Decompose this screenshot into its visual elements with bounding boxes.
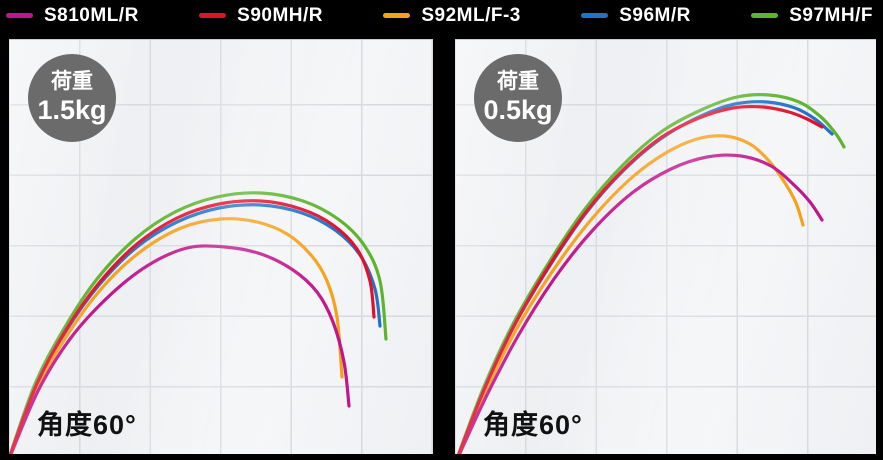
curve-s92ml-f-3 [457, 134, 805, 454]
legend-item-label: S810ML/R [44, 4, 139, 26]
curve-s97mh-f [456, 93, 846, 454]
bend-curves-chart [456, 93, 846, 454]
bend-curve-panel-0-5kg: 荷重 0.5kg 角度60° [455, 39, 876, 454]
load-badge-title: 荷重 [497, 69, 539, 93]
load-badge-value: 1.5kg [37, 95, 107, 126]
curve-s97mh-f [9, 191, 388, 454]
angle-annotation: 角度60° [483, 410, 583, 440]
curve-s96m-r [457, 100, 834, 454]
bend-curve-panel-1-5kg: 荷重 1.5kg 角度60° [9, 39, 433, 454]
chart-panels: 荷重 1.5kg 角度60° 荷重 0.5kg 角度60° [0, 39, 883, 454]
series-color-dash [581, 13, 609, 18]
angle-annotation: 角度60° [37, 410, 137, 440]
curve-s92ml-f-3 [9, 217, 344, 454]
curve-s810ml-r [457, 153, 824, 454]
series-color-dash [751, 13, 779, 18]
curve-s90mh-r [9, 199, 376, 454]
legend-item: S96M/R [581, 5, 691, 27]
bend-curves-chart [9, 191, 388, 454]
series-color-dash [6, 13, 33, 18]
load-badge-value: 0.5kg [483, 95, 553, 126]
load-badge: 荷重 1.5kg [28, 54, 116, 142]
legend-item-label: S96M/R [619, 4, 691, 26]
legend-item: S90MH/R [199, 5, 323, 27]
legend-item: S97MH/F [751, 5, 873, 27]
load-badge: 荷重 0.5kg [474, 54, 562, 142]
legend-item-label: S92ML/F-3 [421, 4, 521, 26]
legend-bar: S810ML/R S90MH/R S92ML/F-3 S96M/R S97MH/… [0, 0, 883, 31]
legend-item-label: S97MH/F [789, 4, 873, 26]
load-badge-title: 荷重 [51, 69, 93, 93]
series-color-dash [199, 13, 227, 18]
legend-item: S92ML/F-3 [383, 5, 521, 27]
legend-item-label: S90MH/R [237, 4, 324, 26]
series-color-dash [383, 13, 411, 18]
curve-s90mh-r [457, 104, 824, 454]
curve-s810ml-r [9, 244, 351, 454]
legend-item: S810ML/R [6, 5, 139, 27]
